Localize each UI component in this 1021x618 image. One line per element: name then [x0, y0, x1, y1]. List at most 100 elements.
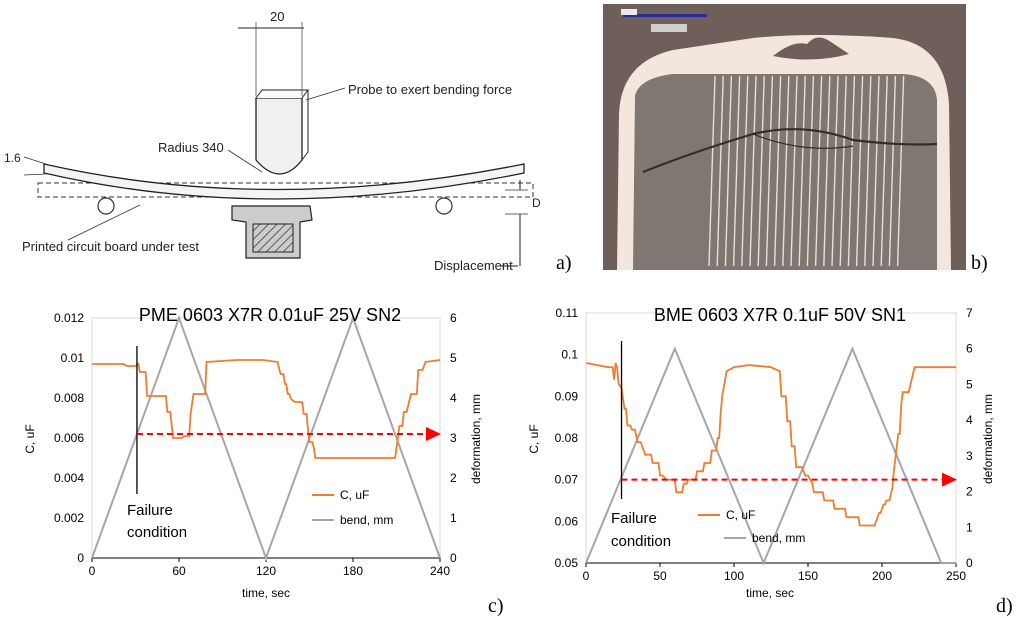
- chart-c-y2-tick-label: 2: [450, 471, 457, 485]
- right-support: [435, 197, 453, 215]
- chart-c-legend-bend: bend, mm: [340, 513, 393, 527]
- chart-c-y2-tick-label: 3: [450, 431, 457, 445]
- pcb-label: Printed circuit board under test: [22, 239, 199, 254]
- chart-d-y-tick-label: 0.1: [561, 348, 578, 362]
- electrode-line: [716, 75, 724, 267]
- scale-bar: [623, 14, 707, 17]
- chart-c-x-tick-label: 60: [172, 564, 186, 578]
- left-support: [97, 197, 115, 215]
- cross-section-micrograph: [603, 4, 966, 270]
- chart-d-legend-c: C, uF: [726, 508, 755, 522]
- panel-label-d: d): [996, 595, 1013, 617]
- chart-c-y2-tick-label: 4: [450, 391, 457, 405]
- chart-d-y2-tick-label: 2: [966, 485, 973, 499]
- chart-c-annotation-line2: condition: [127, 524, 187, 541]
- chart-c-x-tick-label: 240: [430, 564, 450, 578]
- chart-c-y2-tick-label: 5: [450, 351, 457, 365]
- panel-label-b: b): [971, 252, 988, 274]
- chart-d-series-capacitance: [585, 362, 956, 527]
- electrode-line: [814, 75, 823, 267]
- d-label: D: [532, 196, 541, 210]
- chart-c-x-tick-label: 180: [343, 564, 363, 578]
- electrode-line: [741, 75, 749, 267]
- bend-test-diagram: 20 Probe to exert bending force Radius 3…: [4, 9, 541, 273]
- fixture-hatch: [252, 223, 294, 253]
- chart-c-y-tick-label: 0: [77, 551, 84, 565]
- chart-d-annotation-line1: Failure: [611, 510, 657, 527]
- panel-label-c: c): [488, 595, 504, 617]
- electrode-line: [757, 75, 765, 267]
- chart-d-legend-bend: bend, mm: [752, 531, 805, 545]
- chart-d-y-tick-label: 0.06: [555, 514, 579, 528]
- chart-d-failure-arrowhead: [942, 472, 957, 487]
- chart-c-y-tick-label: 0.004: [54, 471, 84, 485]
- electrode-line: [798, 75, 806, 267]
- electrode-line: [872, 75, 880, 267]
- chart-d-xlabel: time, sec: [746, 586, 794, 600]
- electrode-line: [888, 75, 897, 267]
- electrode-line: [855, 75, 864, 267]
- electrode-line: [749, 75, 757, 267]
- chart-d-ylabel: C, uF: [527, 424, 541, 453]
- electrode-line: [765, 75, 774, 267]
- chart-d-title: BME 0603 X7R 0.1uF 50V SN1: [654, 305, 906, 325]
- chart-c-y2label: deformation, mm: [469, 394, 483, 484]
- chart-c: 0 60 120 180 24000.0020.0040.0060.0080.010.0…: [23, 305, 483, 600]
- chart-c-legend-c: C, uF: [340, 488, 369, 502]
- chart-d-y2-tick-label: 5: [966, 377, 973, 391]
- chart-d-plot-area: 0 50 100 150 200 2500.050.060.070.080.090.10.…: [555, 306, 973, 583]
- internal-electrodes: [708, 75, 905, 267]
- chart-d-y2-tick-label: 0: [966, 556, 973, 570]
- chart-d-x-tick-label: 150: [798, 569, 818, 583]
- probe: [255, 97, 303, 175]
- chart-c-title: PME 0603 X7R 0.01uF 25V SN2: [139, 305, 401, 325]
- chart-d-series-bend: [585, 346, 956, 566]
- chart-c-annotation-line1: Failure: [127, 502, 173, 519]
- chart-d-y-tick-label: 0.11: [556, 306, 579, 320]
- chart-c-x-tick-label: 120: [256, 564, 276, 578]
- electrode-line: [864, 75, 872, 267]
- chart-d-y-tick-label: 0.08: [555, 431, 579, 445]
- chart-d-y2-tick-label: 3: [966, 449, 973, 463]
- chart-c-y-tick-label: 0.01: [61, 351, 85, 365]
- radius-label: Radius 340: [158, 140, 224, 155]
- thickness-label: 1.6: [4, 151, 21, 165]
- electrode-line: [773, 75, 782, 267]
- chart-c-x-tick-label: 0: [89, 564, 96, 578]
- chart-c-ylabel: C, uF: [23, 424, 37, 453]
- chart-c-plot-area: 0 60 120 180 24000.0020.0040.0060.0080.010.0…: [54, 311, 457, 578]
- electrode-line: [823, 75, 831, 267]
- panel-label-a: a): [556, 252, 572, 274]
- probe-label: Probe to exert bending force: [348, 82, 512, 97]
- chart-d-y-tick-label: 0.09: [555, 389, 579, 403]
- chart-d: 0 50 100 150 200 2500.050.060.070.080.090.10.…: [527, 305, 995, 600]
- electrode-line: [790, 75, 798, 267]
- crack: [642, 128, 938, 174]
- chart-d-y2-tick-label: 1: [966, 520, 973, 534]
- electrode-line: [732, 75, 741, 267]
- electrode-line: [724, 75, 733, 267]
- electrode-line: [708, 75, 716, 267]
- chart-d-x-tick-label: 50: [653, 569, 667, 583]
- electrode-line: [782, 75, 790, 267]
- chipped-corner: [773, 37, 849, 60]
- width-label: 20: [270, 9, 284, 24]
- chart-c-y2-tick-label: 6: [450, 311, 457, 325]
- chart-d-x-tick-label: 0: [583, 569, 590, 583]
- chart-d-x-tick-label: 250: [946, 569, 966, 583]
- chart-c-y-tick-label: 0.002: [54, 511, 84, 525]
- chart-c-failure-arrowhead: [426, 427, 441, 441]
- chart-d-y-tick-label: 0.05: [555, 556, 579, 570]
- electrode-line: [896, 75, 905, 267]
- chart-c-series-bend: [91, 315, 441, 561]
- electrode-line: [831, 75, 839, 267]
- bent-board: [43, 163, 525, 200]
- chart-d-y2label: deformation, mm: [981, 394, 995, 484]
- chart-c-xlabel: time, sec: [242, 586, 290, 600]
- chart-d-y-tick-label: 0.07: [555, 473, 579, 487]
- chart-d-y2-tick-label: 7: [966, 306, 973, 320]
- chart-c-y2-tick-label: 1: [450, 511, 457, 525]
- chart-c-y2-tick-label: 0: [450, 551, 457, 565]
- electrode-line: [880, 75, 888, 267]
- displacement-label: Displacement: [434, 258, 513, 273]
